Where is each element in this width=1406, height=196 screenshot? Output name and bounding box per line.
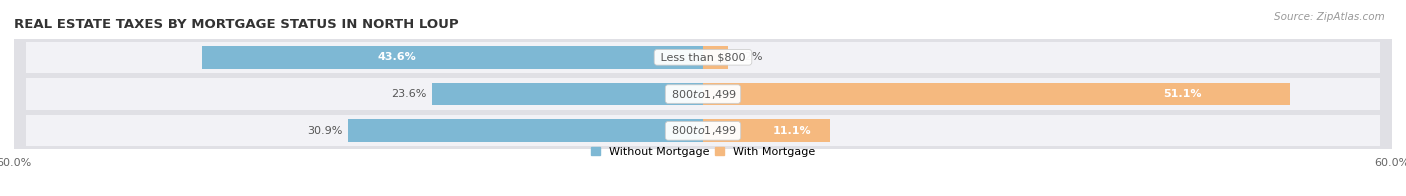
Bar [25,42,1381,73]
Text: Source: ZipAtlas.com: Source: ZipAtlas.com [1274,12,1385,22]
Text: $800 to $1,499: $800 to $1,499 [668,124,738,137]
Bar [703,46,728,69]
Text: REAL ESTATE TAXES BY MORTGAGE STATUS IN NORTH LOUP: REAL ESTATE TAXES BY MORTGAGE STATUS IN … [14,18,458,31]
Text: 2.2%: 2.2% [734,52,762,62]
Text: 43.6%: 43.6% [378,52,416,62]
Bar [14,76,1392,113]
Bar [25,115,1381,146]
Bar [14,113,1392,149]
Text: Less than $800: Less than $800 [657,52,749,62]
Text: 23.6%: 23.6% [391,89,426,99]
Text: 11.1%: 11.1% [773,126,811,136]
Legend: Without Mortgage, With Mortgage: Without Mortgage, With Mortgage [591,147,815,157]
Bar [25,78,1381,110]
Text: 51.1%: 51.1% [1163,89,1202,99]
Bar [349,119,703,142]
Bar [202,46,703,69]
Bar [14,39,1392,76]
Bar [703,119,831,142]
Text: $800 to $1,499: $800 to $1,499 [668,88,738,101]
Text: 30.9%: 30.9% [307,126,343,136]
Bar [432,83,703,105]
Bar [703,83,1289,105]
